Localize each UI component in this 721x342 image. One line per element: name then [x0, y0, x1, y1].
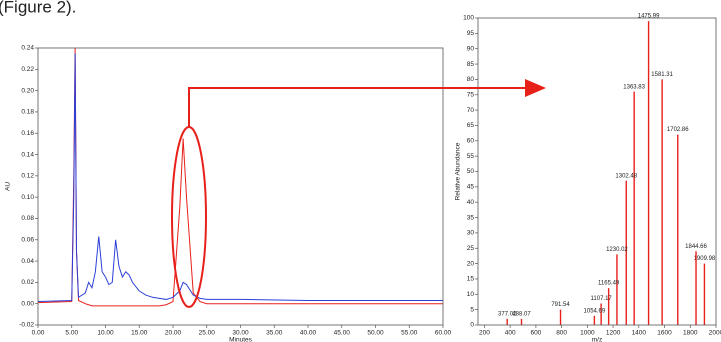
y-tick-label: 50: [467, 168, 475, 175]
peak-label: 1475.99: [638, 14, 660, 20]
x-tick-label: 5.00: [65, 330, 78, 337]
y-tick-label: 0: [470, 322, 474, 329]
x-tick-label: 600: [530, 330, 541, 337]
peak-label: 1581.31: [651, 72, 673, 78]
peak-label: 1230.02: [606, 247, 628, 253]
x-tick-label: 1600: [657, 330, 672, 337]
x-tick-label: 800: [556, 330, 567, 337]
y-tick-label: 55: [467, 153, 475, 160]
y-tick-label: 80: [467, 76, 475, 83]
x-tick-label: 1200: [606, 330, 621, 337]
x-tick-label: 10.00: [97, 330, 114, 337]
x-tick-label: 2000: [709, 330, 721, 337]
highlight-ellipse: [171, 126, 207, 308]
y-tick-label: 45: [467, 184, 475, 191]
y-tick-label: 20: [467, 260, 475, 267]
y-tick-label: 0.20: [21, 87, 34, 94]
y-tick-label: 5: [470, 306, 474, 313]
y-tick-label: 0.12: [21, 173, 34, 180]
y-tick-label: 35: [467, 214, 475, 221]
peak-label: 1844.66: [685, 244, 707, 250]
y-tick-label: 10: [467, 291, 475, 298]
peak-label: 1909.98: [694, 256, 716, 262]
y-tick-label: 60: [467, 138, 475, 145]
y-tick-label: 85: [467, 61, 475, 68]
y-tick-label: 65: [467, 122, 475, 129]
peak-label: 377.02: [498, 311, 517, 317]
x-tick-label: 200: [479, 330, 490, 337]
x-tick-label: 20.00: [165, 330, 182, 337]
series-line: [37, 47, 443, 307]
y-tick-label: -0.02: [19, 322, 34, 329]
y-tick-label: 0.02: [21, 279, 34, 286]
x-tick-label: 45.00: [334, 330, 351, 337]
y-tick-label: 15: [467, 276, 475, 283]
y-axis-label: Relative Abundance: [455, 142, 462, 200]
y-tick-label: 30: [467, 230, 475, 237]
x-tick-label: 35.00: [266, 330, 283, 337]
peak-label: 1107.17: [591, 296, 613, 302]
caption: (Figure 2).: [0, 0, 76, 16]
y-tick-label: 90: [467, 45, 475, 52]
x-tick-label: 30.00: [232, 330, 249, 337]
arrow-line: [188, 87, 525, 127]
y-axis-label: AU: [5, 182, 12, 191]
x-tick-label: 60.00: [435, 330, 452, 337]
y-tick-label: 100: [463, 15, 474, 22]
y-tick-label: 95: [467, 30, 475, 37]
peak-label: 791.54: [551, 302, 570, 308]
plot-frame: [37, 47, 444, 326]
y-tick-label: 0.00: [21, 300, 34, 307]
peak-label: 1363.83: [623, 84, 645, 90]
y-tick-label: 0.24: [21, 45, 34, 52]
y-tick-label: 0.16: [21, 130, 34, 137]
y-tick-label: 70: [467, 107, 475, 114]
plot-frame: [477, 17, 717, 326]
y-tick-label: 0.22: [21, 66, 34, 73]
x-tick-label: 55.00: [401, 330, 418, 337]
y-tick-label: 0.18: [21, 109, 34, 116]
x-tick-label: 1800: [683, 330, 698, 337]
peak-label: 1702.86: [667, 127, 689, 133]
x-tick-label: 15.00: [131, 330, 148, 337]
y-tick-label: 0.10: [21, 194, 34, 201]
y-tick-label: 0.04: [21, 258, 34, 265]
y-tick-label: 0.08: [21, 215, 34, 222]
peak-label: 1054.69: [584, 308, 606, 314]
x-tick-label: 1000: [580, 330, 595, 337]
x-tick-label: 40.00: [300, 330, 317, 337]
y-tick-label: 40: [467, 199, 475, 206]
y-tick-label: 0.06: [21, 236, 34, 243]
peak-label: 488.07: [512, 311, 531, 317]
x-axis-label: Minutes: [229, 337, 253, 342]
arrow-head: [525, 79, 546, 97]
x-tick-label: 50.00: [367, 330, 384, 337]
series-line: [37, 53, 443, 303]
peak-label: 1302.48: [615, 173, 637, 179]
y-tick-label: 25: [467, 245, 475, 252]
y-tick-label: 0.14: [21, 151, 34, 158]
x-tick-label: 0.00: [32, 330, 45, 337]
y-tick-label: 75: [467, 91, 475, 98]
x-tick-label: 25.00: [199, 330, 216, 337]
x-tick-label: 400: [505, 330, 516, 337]
x-tick-label: 1400: [632, 330, 647, 337]
peak-label: 1165.49: [598, 281, 620, 287]
x-axis-label: m/z: [592, 337, 602, 342]
